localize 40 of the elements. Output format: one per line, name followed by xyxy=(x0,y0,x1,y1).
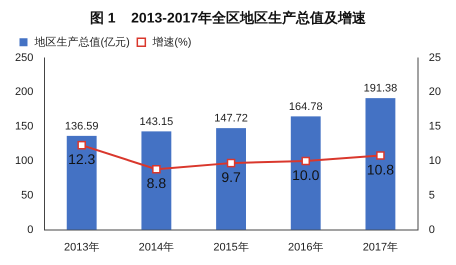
legend-label: 地区生产总值(亿元) xyxy=(34,35,130,48)
bar xyxy=(66,136,97,230)
y-tick-label: 200 xyxy=(14,86,34,98)
bar xyxy=(365,98,396,230)
y2-tick-label: 15 xyxy=(428,120,442,133)
point xyxy=(77,140,86,150)
y2-tick-label: 10 xyxy=(428,155,442,168)
chart-title: 图 1 2013-2017年全区地区生产总值及增速 xyxy=(90,9,368,26)
y-tick-label: 250 xyxy=(14,52,34,64)
data-label: 8.8 xyxy=(146,175,166,192)
data-label: 12.3 xyxy=(68,151,96,168)
x-tick-label: 2015年 xyxy=(213,241,249,254)
data-label: 143.15 xyxy=(140,116,174,128)
bar xyxy=(141,131,172,230)
legend-label: 增速(%) xyxy=(151,35,192,48)
bar xyxy=(216,128,246,230)
y-tick-label: 0 xyxy=(27,224,34,236)
y2-tick-label: 0 xyxy=(428,224,435,236)
point xyxy=(226,158,236,168)
data-label: 147.72 xyxy=(214,112,248,125)
x-tick-label: 2016年 xyxy=(288,241,324,254)
data-label: 10.8 xyxy=(366,161,394,178)
data-label: 9.7 xyxy=(221,168,241,185)
y-tick-label: 100 xyxy=(14,155,34,168)
x-tick-label: 2014年 xyxy=(138,241,174,254)
y-tick-label: 150 xyxy=(14,120,34,133)
point xyxy=(301,156,310,166)
y2-tick-label: 20 xyxy=(428,86,442,98)
point xyxy=(152,164,161,174)
data-label: 164.78 xyxy=(288,100,323,113)
bar xyxy=(290,116,321,230)
data-label: 10.0 xyxy=(292,166,320,183)
x-tick-label: 2013年 xyxy=(64,241,100,254)
y2-tick-label: 5 xyxy=(428,189,435,202)
y2-tick-label: 25 xyxy=(428,52,442,64)
data-label: 136.59 xyxy=(64,120,99,132)
x-tick-label: 2017年 xyxy=(362,241,398,254)
data-label: 191.38 xyxy=(364,82,398,95)
y-tick-label: 50 xyxy=(21,189,34,202)
point xyxy=(376,151,385,160)
